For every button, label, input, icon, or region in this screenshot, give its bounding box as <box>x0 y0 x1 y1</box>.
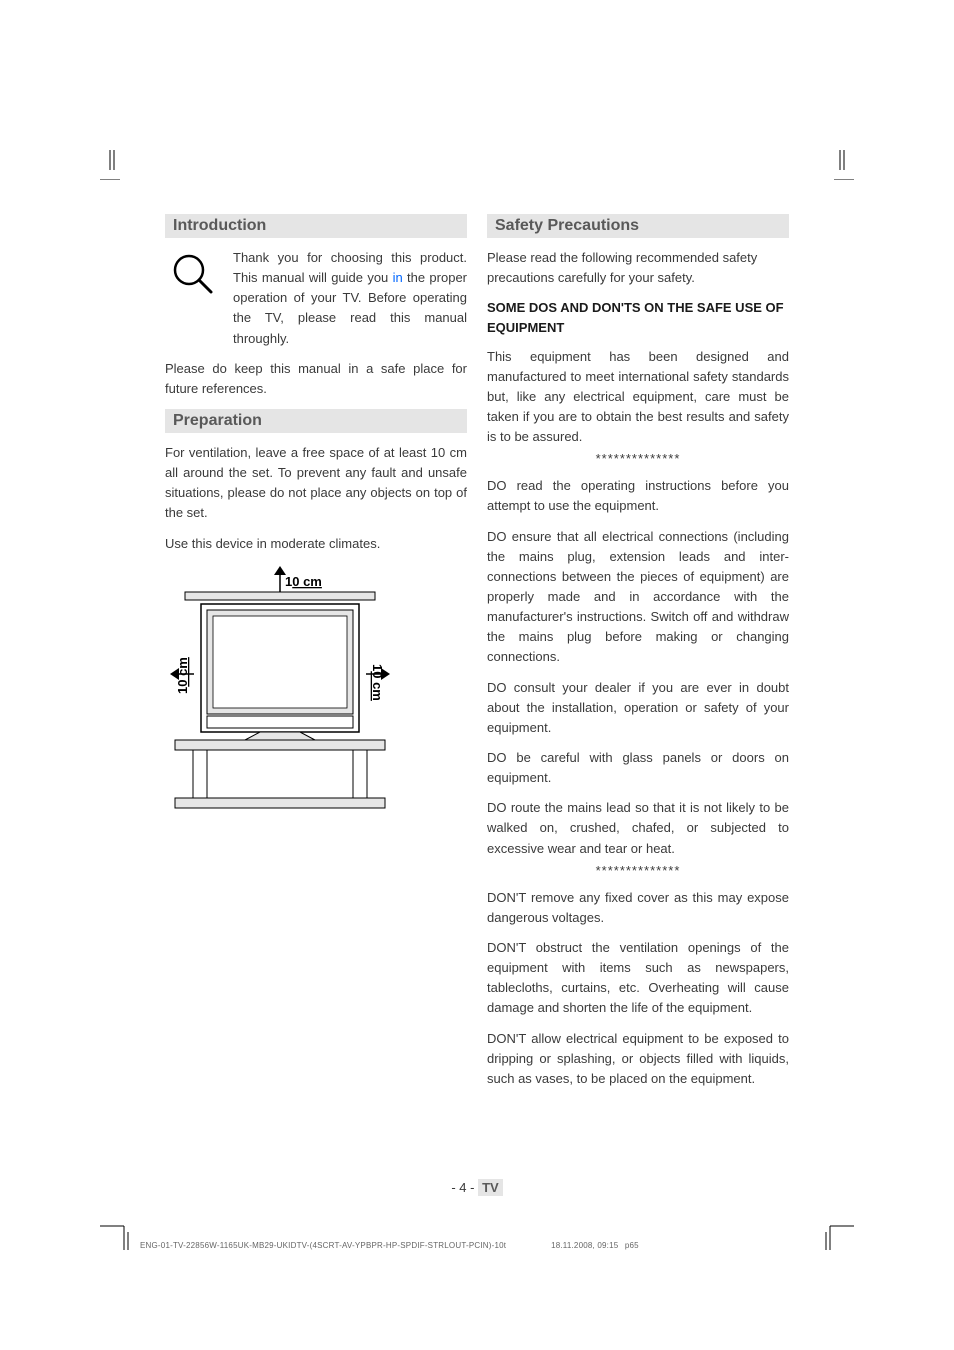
ventilation-diagram: 10 cm 10 cm 10 cm <box>165 564 467 814</box>
crop-mark-br <box>818 1220 854 1250</box>
meta-date: 18.11.2008, 09:15 <box>551 1241 618 1250</box>
crop-mark-tr <box>824 150 854 180</box>
intro-row: Thank you for choosing this product. Thi… <box>165 248 467 349</box>
safety-intro: Please read the following recommended sa… <box>487 248 789 288</box>
diagram-top-label: 10 cm <box>285 574 322 589</box>
safety-para2: This equipment has been designed and man… <box>487 347 789 448</box>
separator-2: ************** <box>487 863 789 878</box>
left-column: Introduction Thank you for choosing this… <box>165 214 467 1099</box>
page-number: - 4 - <box>451 1180 474 1195</box>
crop-mark-bl <box>100 1220 136 1250</box>
crop-mark-tl <box>100 150 130 180</box>
intro-paragraph-2: Please do keep this manual in a safe pla… <box>165 359 467 399</box>
safety-subheading: SOME DOS AND DON'TS ON THE SAFE USE OF E… <box>487 298 789 338</box>
prep-paragraph-1: For ventilation, leave a free space of a… <box>165 443 467 524</box>
right-column: Safety Precautions Please read the follo… <box>487 214 789 1099</box>
tv-badge: TV <box>478 1179 503 1196</box>
dont-3: DON'T allow electrical equipment to be e… <box>487 1029 789 1089</box>
do-3: DO consult your dealer if you are ever i… <box>487 678 789 738</box>
diagram-right-label: 10 cm <box>370 664 385 701</box>
separator-1: ************** <box>487 451 789 466</box>
intro-paragraph-1: Thank you for choosing this product. Thi… <box>233 248 467 349</box>
prep-paragraph-2: Use this device in moderate climates. <box>165 534 467 554</box>
meta-page: p65 <box>625 1241 639 1250</box>
dont-2: DON'T obstruct the ventilation openings … <box>487 938 789 1019</box>
do-5: DO route the mains lead so that it is no… <box>487 798 789 858</box>
page-content: Introduction Thank you for choosing this… <box>165 214 789 1099</box>
heading-introduction: Introduction <box>165 214 467 238</box>
meta-filename: ENG-01-TV-22856W-1165UK-MB29-UKIDTV-(4SC… <box>140 1241 506 1250</box>
intro-in-word: in <box>393 270 403 285</box>
heading-safety: Safety Precautions <box>487 214 789 238</box>
dont-1: DON'T remove any fixed cover as this may… <box>487 888 789 928</box>
do-4: DO be careful with glass panels or doors… <box>487 748 789 788</box>
diagram-left-label: 10 cm <box>175 657 190 694</box>
heading-preparation: Preparation <box>165 409 467 433</box>
document-meta: ENG-01-TV-22856W-1165UK-MB29-UKIDTV-(4SC… <box>140 1241 639 1250</box>
do-1: DO read the operating instructions befor… <box>487 476 789 516</box>
page-footer: - 4 - TV <box>0 1180 954 1195</box>
do-2: DO ensure that all electrical connection… <box>487 527 789 668</box>
magnifier-icon <box>165 248 221 349</box>
